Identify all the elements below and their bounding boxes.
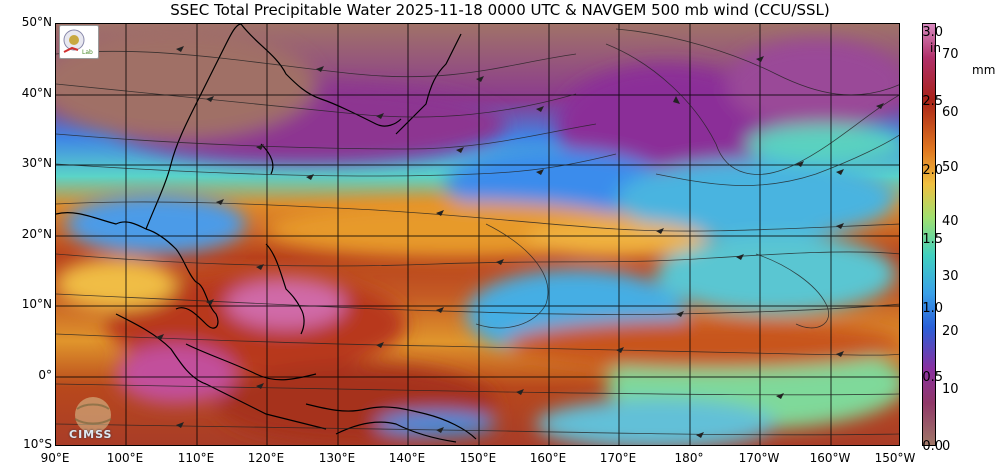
colorbar-in-3-0: 3.0 [922, 25, 943, 40]
colorbar-gradient [923, 24, 935, 445]
lon-label-170w: 170°W [738, 451, 780, 465]
lat-label-0: 0° [38, 368, 52, 382]
colorbar-mm-60: 60 [942, 105, 959, 120]
colorbar-mm-10: 10 [942, 382, 959, 397]
colorbar-inch-unit: in [930, 41, 941, 55]
colorbar-mm-40: 40 [942, 214, 959, 229]
lon-label-160e: 160°E [529, 451, 567, 465]
cimss-logo-icon [74, 397, 112, 433]
wind-streamlines [56, 28, 899, 436]
lat-label-30n: 30°N [21, 156, 52, 170]
colorbar-in-2-0: 2.0 [922, 163, 943, 178]
colorbar-mm-30: 30 [942, 269, 959, 284]
lon-label-90e: 90°E [40, 451, 70, 465]
map-title: SSEC Total Precipitable Water 2025-11-18… [170, 1, 830, 19]
colorbar-in-2-5: 2.5 [922, 94, 943, 109]
tpw-map[interactable] [55, 23, 900, 446]
lon-label-150w: 150°W [874, 451, 916, 465]
cimss-logo: CIMSS [57, 395, 129, 445]
colorbar-mm-unit: mm [972, 63, 996, 77]
lon-label-180: 180° [674, 451, 704, 465]
colorbar-in-0-5: 0.5 [922, 370, 943, 385]
lon-label-120e: 120°E [247, 451, 285, 465]
colorbar-mm-0: 0 [942, 439, 951, 454]
lon-label-130e: 130°E [318, 451, 356, 465]
ssec-logo-icon: Lab [63, 29, 93, 56]
lat-label-50n: 50°N [21, 15, 52, 29]
coastlines [56, 24, 477, 443]
lon-label-140e: 140°E [388, 451, 426, 465]
colorbar-in-1-5: 1.5 [922, 232, 943, 247]
cimss-logo-text: CIMSS [69, 428, 113, 441]
map-canvas [56, 24, 899, 445]
lon-label-170e: 170°E [599, 451, 637, 465]
lon-label-100e: 100°E [106, 451, 144, 465]
lat-label-40n: 40°N [21, 86, 52, 100]
colorbar-in-1-0: 1.0 [922, 301, 943, 316]
colorbar-mm-50: 50 [942, 160, 959, 175]
colorbar-in-0-0: 0.0 [922, 439, 943, 454]
ssec-logo: Lab [59, 25, 99, 59]
lon-label-110e: 110°E [177, 451, 215, 465]
lon-label-160w: 160°W [809, 451, 851, 465]
colorbar [922, 23, 936, 446]
lon-label-150e: 150°E [459, 451, 497, 465]
colorbar-mm-70: 70 [942, 47, 959, 62]
tpw-moisture-field [56, 29, 899, 445]
lat-label-10n: 10°N [21, 297, 52, 311]
wind-arrows [156, 46, 884, 438]
svg-text:Lab: Lab [82, 49, 93, 56]
lat-label-20n: 20°N [21, 227, 52, 241]
lat-label-10s: 10°S [23, 437, 52, 451]
graticule [56, 24, 899, 445]
colorbar-mm-20: 20 [942, 324, 959, 339]
